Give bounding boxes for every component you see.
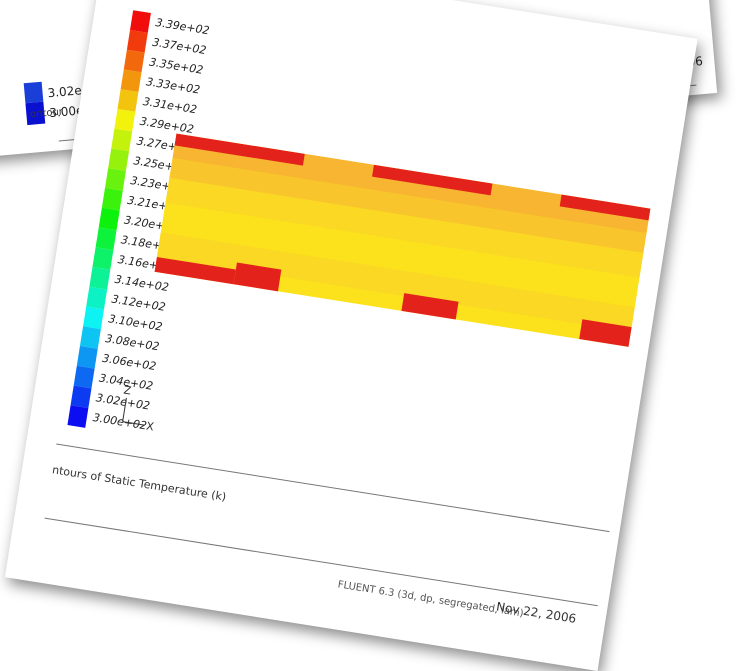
swatch [79,326,101,349]
swatch [73,365,95,389]
hot-spot [154,256,236,285]
swatch [126,29,148,53]
legend-label: 3.06e+02 [101,351,158,374]
swatch [89,267,111,290]
date: Nov 22, 2006 [495,599,578,626]
legend-label: 3.31e+02 [141,94,198,117]
swatch [117,89,139,112]
hot-spot [233,262,282,292]
band [169,158,647,254]
swatch [67,405,89,428]
hot-spot [372,164,493,196]
legend-label: 3.37e+02 [151,35,208,58]
axis-z: Z [123,383,133,397]
front-card: 3.39e+02 3.37e+02 3.35e+02 3.33e+02 3.31e+02… [4,0,698,671]
swatch [123,49,145,73]
swatch [95,227,117,251]
hot-spot [401,293,459,320]
swatch [104,168,126,191]
axis-line [122,397,127,422]
swatch [108,148,130,172]
swatch [130,10,151,33]
swatch [114,108,136,132]
swatch [70,385,92,409]
axis-x: X [145,419,155,433]
swatch [86,286,108,310]
page: {"back_card": {"labels": ["3.02e+", "3.0… [23,10,704,626]
hot-spot [579,319,632,347]
legend-label: 3.33e+02 [145,75,201,97]
axis-triad: Z X [122,383,155,434]
legend-label: 3.10e+02 [107,312,164,334]
caption: ntours of Static Temperature (k) [51,463,228,504]
swatch [83,306,104,330]
rule [44,517,598,607]
swatch [23,81,44,104]
legend-label: 3.12e+02 [110,292,167,314]
swatch [120,69,142,93]
hot-spot [174,133,305,166]
contour-plot [154,133,651,347]
band [156,232,635,333]
swatch [98,207,120,231]
legend-label: 3.29e+02 [138,114,195,137]
swatch [76,346,98,369]
swatch [111,128,133,152]
band [165,177,644,278]
axis-line [122,421,145,426]
legend-label: 3.08e+02 [104,331,161,354]
legend-label: 3.39e+02 [154,15,211,38]
swatch [92,247,114,270]
legend-label: 3.35e+02 [148,55,205,77]
swatch [101,187,123,211]
hot-spot [559,194,651,221]
